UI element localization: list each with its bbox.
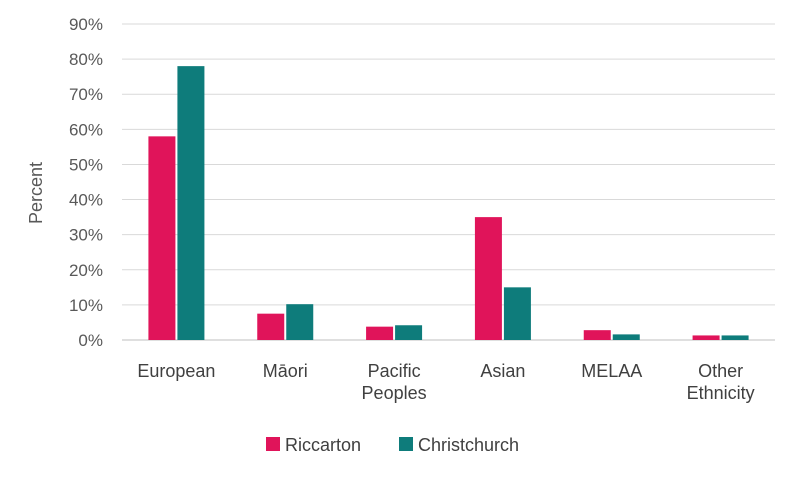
bars (148, 66, 749, 340)
bar-christchurch-2 (395, 325, 423, 340)
legend-swatch-christchurch (399, 437, 413, 451)
bar-christchurch-3 (503, 287, 531, 340)
legend: Riccarton Christchurch (266, 435, 519, 455)
bar-riccarton-2 (366, 326, 394, 340)
legend-label-christchurch: Christchurch (418, 435, 519, 455)
bar-christchurch-5 (721, 335, 749, 340)
gridlines (122, 23, 775, 341)
y-tick-label: 70% (69, 85, 103, 104)
x-tick-label: European (137, 361, 215, 381)
y-tick-label: 20% (69, 261, 103, 280)
x-tick-label: Pacific Peoples (362, 361, 427, 403)
bar-riccarton-5 (692, 335, 720, 340)
bar-riccarton-1 (257, 313, 285, 340)
y-axis-ticks: 0% 10% 20% 30% 40% 50% 60% 70% 80% 90% (69, 15, 103, 350)
bar-riccarton-4 (583, 330, 611, 340)
x-tick-label: Other Ethnicity (687, 361, 755, 403)
bar-christchurch-4 (612, 334, 640, 340)
y-axis-title: Percent (26, 162, 46, 224)
bar-christchurch-0 (177, 66, 205, 340)
legend-swatch-riccarton (266, 437, 280, 451)
legend-label-riccarton: Riccarton (285, 435, 361, 455)
y-tick-label: 60% (69, 120, 103, 139)
y-tick-label: 10% (69, 296, 103, 315)
y-tick-label: 40% (69, 191, 103, 210)
y-tick-label: 80% (69, 50, 103, 69)
y-tick-label: 50% (69, 155, 103, 174)
y-tick-label: 0% (78, 331, 103, 350)
bar-christchurch-1 (286, 304, 314, 340)
y-tick-label: 30% (69, 226, 103, 245)
bar-riccarton-0 (148, 136, 176, 340)
x-tick-label: Māori (263, 361, 308, 381)
bar-riccarton-3 (474, 217, 502, 340)
y-tick-label: 90% (69, 15, 103, 34)
x-tick-label: Asian (480, 361, 525, 381)
x-axis-labels: European Māori Pacific Peoples Asian MELAA Oth… (137, 361, 754, 403)
x-tick-label: MELAA (581, 361, 642, 381)
